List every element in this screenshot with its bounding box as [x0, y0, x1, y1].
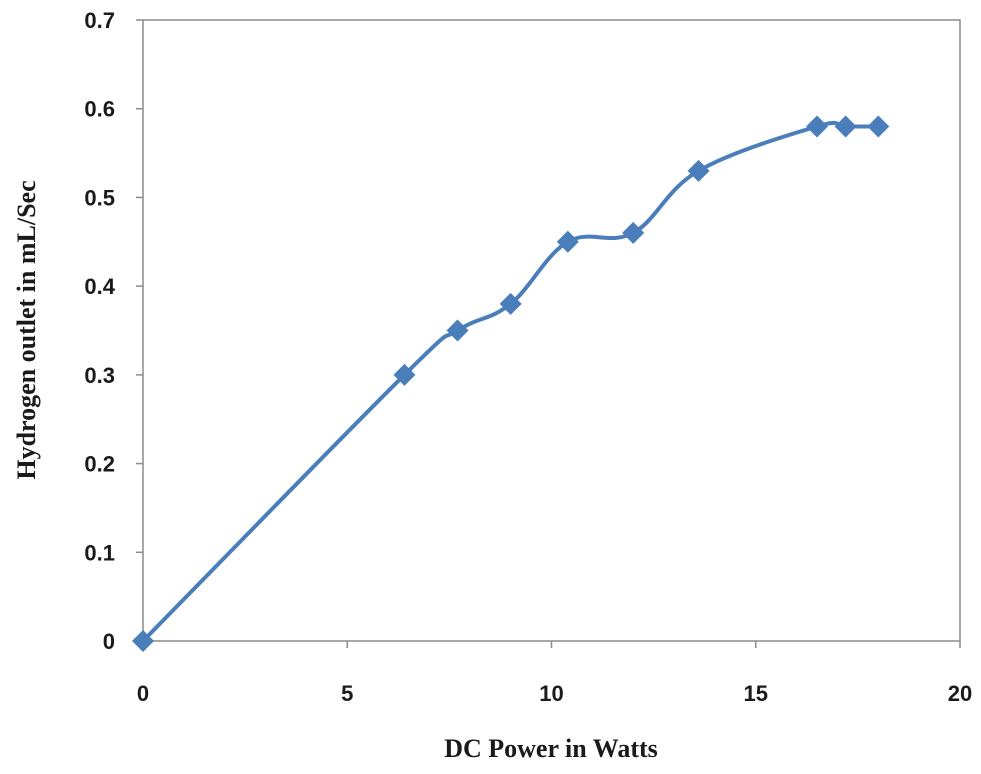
plot-area	[142, 19, 961, 642]
data-point-marker	[499, 292, 522, 315]
x-axis-ticks: 0 5 10 15 20	[137, 641, 972, 706]
x-axis-title: DC Power in Watts	[444, 734, 658, 763]
y-tick-label: 0	[103, 629, 115, 654]
data-point-marker	[393, 363, 416, 386]
y-axis-ticks: 0 0.1 0.2 0.3 0.4 0.5 0.6 0.7	[84, 8, 143, 654]
data-point-marker	[622, 221, 645, 244]
data-point-marker	[446, 319, 469, 342]
x-tick-label: 5	[341, 681, 353, 706]
y-tick-label: 0.1	[84, 540, 115, 565]
data-point-marker	[867, 115, 890, 138]
x-tick-label: 10	[539, 681, 563, 706]
y-tick-label: 0.4	[84, 274, 115, 299]
y-axis-title: Hydrogen outlet in mL/Sec	[12, 180, 41, 479]
data-point-marker	[834, 115, 857, 138]
x-tick-label: 20	[948, 681, 972, 706]
y-tick-label: 0.5	[84, 185, 115, 210]
x-tick-label: 15	[744, 681, 768, 706]
series-layer	[132, 115, 890, 652]
y-tick-label: 0.3	[84, 363, 115, 388]
x-tick-label: 0	[137, 681, 149, 706]
data-point-marker	[556, 230, 579, 253]
y-tick-label: 0.7	[84, 8, 115, 33]
y-tick-label: 0.6	[84, 97, 115, 122]
y-tick-label: 0.2	[84, 452, 115, 477]
data-point-marker	[687, 159, 710, 182]
data-point-marker	[132, 630, 154, 652]
data-point-marker	[806, 115, 829, 138]
